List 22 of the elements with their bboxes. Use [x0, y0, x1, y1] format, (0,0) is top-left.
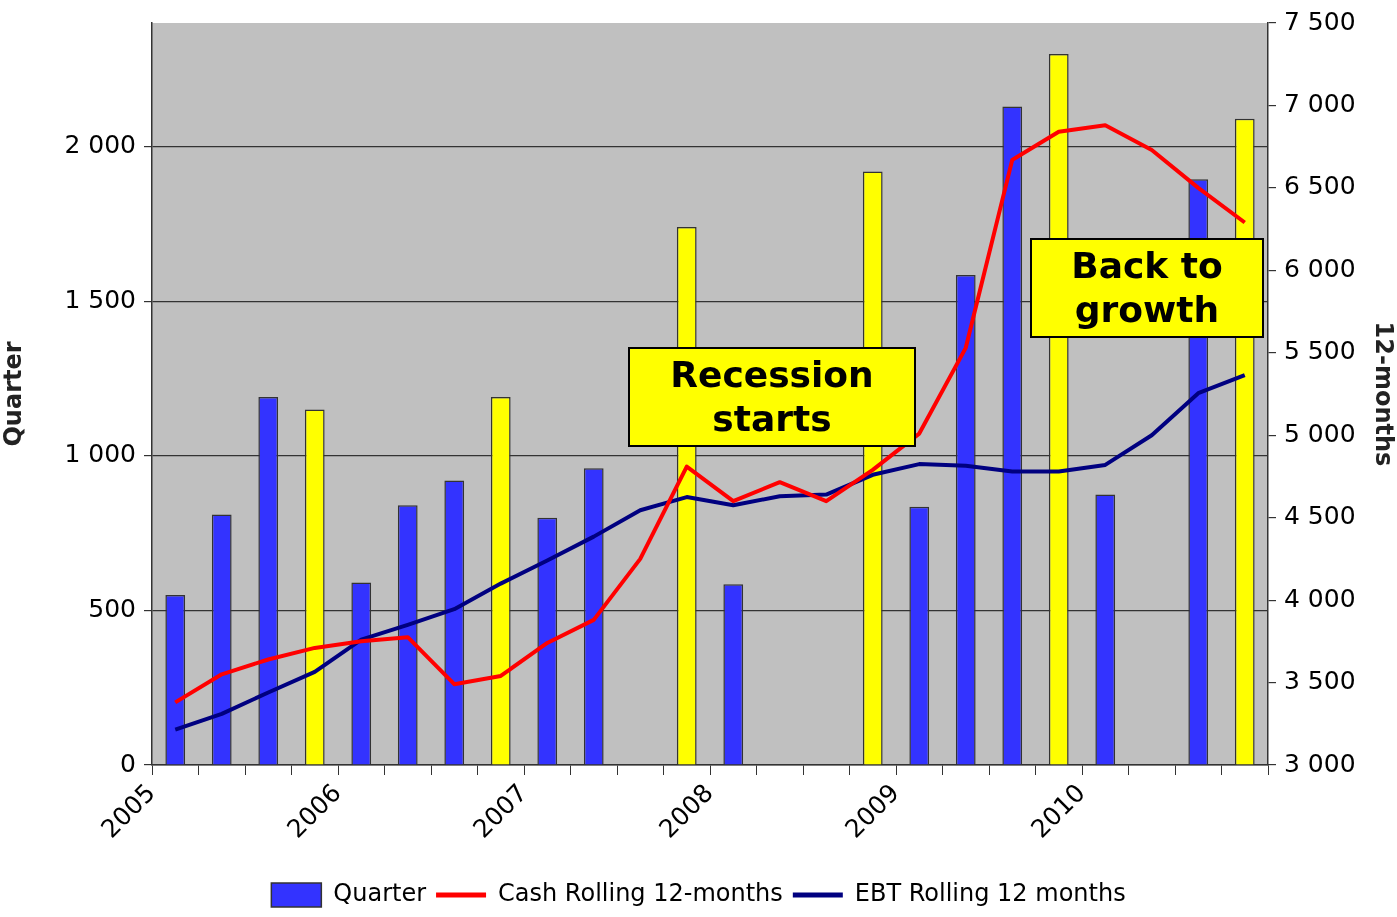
y-tick-label: 0	[120, 748, 136, 778]
legend-label: Quarter	[333, 879, 427, 908]
y2-tick-label: 7 000	[1284, 88, 1356, 118]
y2-tick-label: 5 000	[1284, 418, 1356, 448]
y2-tick-label: 3 500	[1284, 666, 1356, 696]
y2-tick-label: 6 500	[1284, 171, 1356, 201]
y2-tick-label: 4 000	[1284, 583, 1356, 613]
y-tick-label: 2 000	[64, 130, 136, 160]
legend-label: Cash Rolling 12-months	[498, 879, 783, 908]
y-tick-label: 1 500	[64, 284, 136, 314]
y-tick-label: 500	[88, 593, 136, 623]
legend-label: EBT Rolling 12 months	[854, 879, 1126, 908]
y2-tick-label: 3 000	[1284, 748, 1356, 778]
y2-tick-label: 6 000	[1284, 253, 1356, 283]
y2-tick-label: 7 500	[1284, 6, 1356, 36]
y-tick-label: 1 000	[64, 439, 136, 469]
y2-tick-label: 4 500	[1284, 501, 1356, 531]
y2-tick-label: 5 500	[1284, 336, 1356, 366]
annotation: Recession starts	[628, 347, 916, 447]
y2-axis-title: 12-months	[1370, 321, 1397, 467]
annotation: Back to growth	[1030, 238, 1264, 338]
y-axis-title: Quarter	[0, 341, 27, 447]
